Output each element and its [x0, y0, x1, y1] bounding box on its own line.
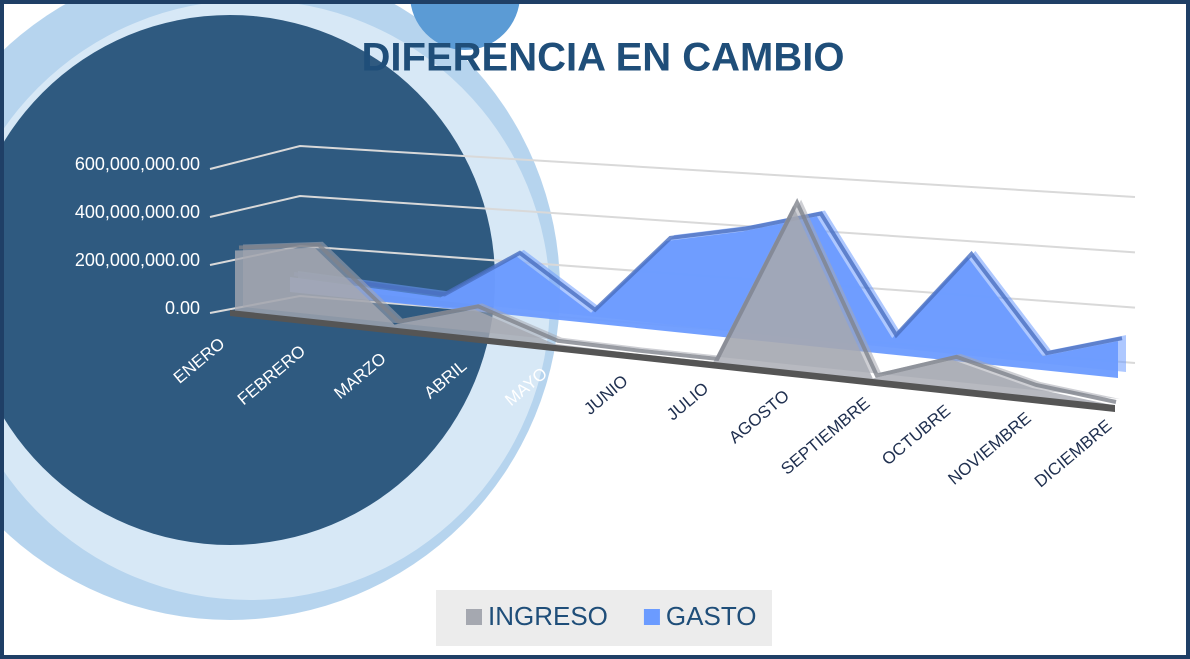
y-tick-label: 0.00 [165, 298, 200, 318]
legend-label: INGRESO [488, 601, 608, 631]
legend-label: GASTO [666, 601, 757, 631]
y-tick-label: 600,000,000.00 [75, 154, 200, 174]
legend-swatch [466, 609, 482, 625]
legend-box [436, 590, 772, 646]
area [290, 216, 1118, 378]
legend: INGRESO GASTO [466, 601, 756, 631]
decor-bubble [410, 0, 520, 50]
y-tick-label: 400,000,000.00 [75, 202, 200, 222]
y-tick-label: 200,000,000.00 [75, 250, 200, 270]
grid-line [209, 144, 1136, 198]
chart-title: DIFERENCIA EN CAMBIO [362, 36, 845, 80]
area-ridge [293, 211, 1123, 356]
floor [230, 310, 1115, 412]
grid-line [209, 194, 1136, 254]
legend-swatch [643, 609, 660, 625]
area-ridge [238, 198, 1117, 404]
